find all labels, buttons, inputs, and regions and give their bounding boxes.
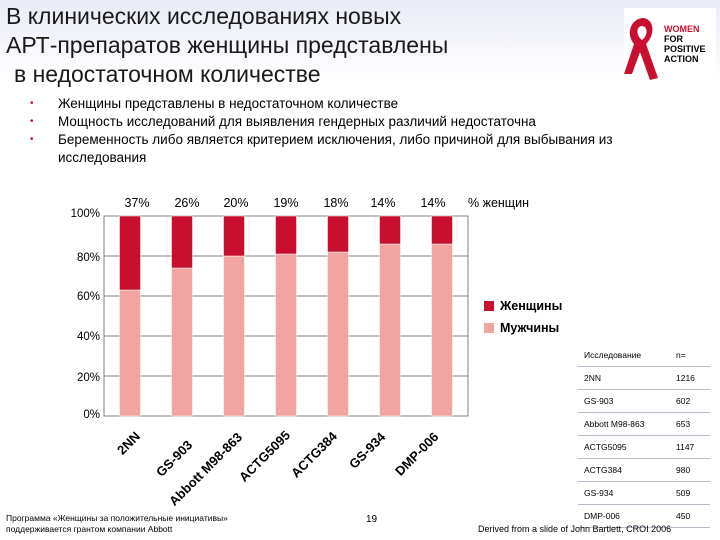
legend-label-women: Женщины — [500, 299, 563, 313]
bar-men — [275, 253, 297, 417]
y-tick-label: 0% — [83, 409, 100, 421]
bar-men — [119, 289, 141, 417]
table-header-cell: n= — [672, 344, 710, 367]
table-row: GS-934 509 — [578, 481, 710, 505]
table-row: 2NN 1216 — [578, 366, 710, 390]
bullet-dot-icon: • — [30, 134, 34, 145]
title-line-2: АРТ-препаратов женщины представлены — [6, 32, 449, 58]
y-tick-label: 60% — [76, 291, 100, 303]
bar-women — [119, 215, 141, 291]
legend-swatch-women — [484, 301, 494, 311]
bullet-text: Женщины представлены в недостаточном кол… — [58, 96, 399, 111]
logo-line-4: ACTION — [664, 54, 699, 64]
table-cell: 450 — [672, 504, 710, 528]
bullet-text: Беременность либо является критерием иск… — [58, 132, 613, 165]
bar-women — [275, 215, 297, 255]
women-percent-label: 14% — [370, 196, 396, 210]
women-percent-label: 19% — [273, 196, 299, 210]
women-percent-label: 26% — [174, 196, 200, 210]
y-tick-label: 20% — [76, 372, 100, 384]
bullet-item: • Женщины представлены в недостаточном к… — [30, 95, 700, 113]
women-percent-label: 14% — [420, 196, 446, 210]
bar-women — [431, 215, 453, 245]
legend-swatch-men — [484, 323, 494, 333]
table-cell: 2NN — [578, 366, 672, 390]
page-title: В клинических исследованиях новых АРТ-пр… — [6, 2, 566, 89]
table-cell: 980 — [672, 458, 710, 482]
table-cell: 1216 — [672, 366, 710, 390]
page-number: 19 — [366, 514, 378, 525]
table-cell: 509 — [672, 481, 710, 505]
bullet-list: • Женщины представлены в недостаточном к… — [30, 95, 700, 167]
bar-men — [327, 251, 349, 417]
table-cell: 1147 — [672, 435, 710, 459]
title-line-1: В клинических исследованиях новых — [6, 3, 402, 29]
table-header-cell: Исследование — [578, 344, 672, 367]
source-credit: Derived from a slide of John Bartlett, C… — [478, 524, 672, 534]
logo-line-3: POSITIVE — [664, 44, 706, 54]
table-cell: Abbott M98-863 — [578, 412, 672, 436]
bullet-dot-icon: • — [30, 98, 34, 109]
logo-line-1: WOMEN — [664, 24, 700, 34]
footer-line: поддерживается грантом компании Abbott — [6, 524, 173, 534]
table-row: Abbott M98-863 653 — [578, 412, 710, 436]
table-cell: 602 — [672, 389, 710, 413]
bar-men — [379, 243, 401, 417]
bar-men — [431, 243, 453, 417]
table-cell: 653 — [672, 412, 710, 436]
logo-line-2: FOR — [664, 34, 683, 44]
table-cell: ACTG5095 — [578, 435, 672, 459]
table-cell: ACTG384 — [578, 458, 672, 482]
y-tick-label: 80% — [76, 252, 100, 264]
bullet-dot-icon: • — [30, 116, 34, 127]
women-percent-label: 18% — [323, 196, 349, 210]
bullet-item: • Беременность либо является критерием и… — [30, 131, 700, 167]
bullet-item: • Мощность исследований для выявления ге… — [30, 113, 700, 131]
women-percent-label: 20% — [223, 196, 249, 210]
footer-note: Программа «Женщины за положительные иниц… — [6, 513, 228, 535]
bar-women — [171, 215, 193, 269]
y-tick-label: 100% — [70, 208, 100, 220]
table-header-row: Исследование n= — [578, 344, 710, 367]
bar-men — [171, 267, 193, 417]
ribbon-icon — [624, 18, 658, 80]
bar-women — [327, 215, 349, 253]
table-cell: DMP-006 — [578, 504, 672, 528]
title-line-3: в недостаточном количестве — [14, 61, 321, 87]
y-tick-label: 40% — [76, 331, 100, 343]
logo-text: WOMEN FOR POSITIVE ACTION — [664, 24, 706, 64]
logo — [624, 8, 716, 86]
bar-women — [223, 215, 245, 257]
study-table: Исследование n= 2NN 1216 GS-903 602 Abbo… — [578, 344, 710, 528]
footer-line: Программа «Женщины за положительные иниц… — [6, 513, 228, 523]
bullet-text: Мощность исследований для выявления генд… — [58, 114, 536, 129]
bar-men — [223, 255, 245, 417]
legend-label-men: Мужчины — [500, 321, 560, 335]
bar-women — [379, 215, 401, 245]
table-row: DMP-006 450 — [578, 504, 710, 528]
table-row: ACTG5095 1147 — [578, 435, 710, 459]
table-row: GS-903 602 — [578, 389, 710, 413]
women-percent-label: 37% — [124, 196, 150, 210]
table-cell: GS-903 — [578, 389, 672, 413]
header-band — [0, 0, 720, 82]
table-cell: GS-934 — [578, 481, 672, 505]
percent-women-caption: % женщин — [468, 196, 529, 210]
table-row: ACTG384 980 — [578, 458, 710, 482]
